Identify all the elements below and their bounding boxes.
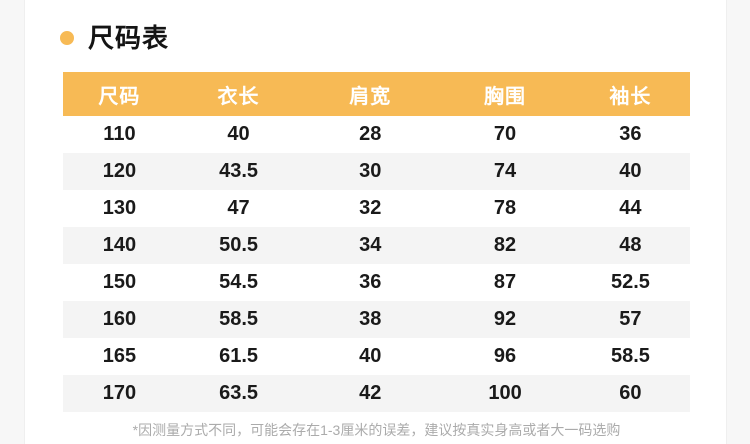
table-cell: 32 bbox=[359, 197, 382, 219]
table-cell: 60 bbox=[619, 382, 642, 404]
size-table-head: 尺码 衣长 肩宽 胸围 袖长 bbox=[63, 72, 690, 116]
table-cell: 96 bbox=[493, 345, 517, 367]
table-cell: 48 bbox=[619, 234, 642, 256]
column-header: 袖长 bbox=[570, 72, 690, 116]
table-cell: 150 bbox=[102, 271, 137, 293]
table-cell: 40 bbox=[227, 123, 250, 145]
table-row: 150 54.5 36 87 52.5 bbox=[63, 264, 690, 301]
table-cell: 78 bbox=[493, 197, 517, 219]
table-cell: 110 bbox=[103, 123, 136, 145]
column-header: 衣长 bbox=[175, 72, 302, 116]
table-cell: 87 bbox=[493, 271, 517, 293]
table-cell: 170 bbox=[102, 382, 137, 404]
table-cell: 38 bbox=[359, 308, 382, 330]
size-table-body: 110 40 28 70 36 120 43.5 30 74 40 130 47 32 78 44 140 50… bbox=[63, 116, 690, 412]
table-cell: 44 bbox=[619, 197, 642, 219]
left-gutter bbox=[0, 0, 25, 444]
content-card: 尺码表 尺码 衣长 肩宽 胸围 袖长 110 40 28 70 36 120 43.5 30 74 40 1… bbox=[25, 0, 726, 444]
table-cell: 160 bbox=[102, 308, 137, 330]
table-row: 140 50.5 34 82 48 bbox=[63, 227, 690, 264]
table-cell: 36 bbox=[359, 271, 382, 293]
table-row: 165 61.5 40 96 58.5 bbox=[63, 338, 690, 375]
table-cell: 50.5 bbox=[219, 234, 259, 256]
table-cell: 40 bbox=[619, 160, 642, 182]
table-cell: 28 bbox=[359, 123, 382, 145]
table-cell: 130 bbox=[102, 197, 137, 219]
table-row: 170 63.5 42 100 60 bbox=[63, 375, 690, 412]
table-cell: 54.5 bbox=[219, 271, 259, 293]
column-header: 肩宽 bbox=[301, 72, 440, 116]
table-row: 160 58.5 38 92 57 bbox=[63, 301, 690, 338]
size-table: 尺码 衣长 肩宽 胸围 袖长 110 40 28 70 36 120 43.5 30 74 40 130 47… bbox=[63, 72, 690, 412]
header-row: 尺码 衣长 肩宽 胸围 袖长 bbox=[63, 72, 690, 116]
table-cell: 92 bbox=[493, 308, 517, 330]
table-cell: 58.5 bbox=[610, 345, 650, 367]
table-cell: 30 bbox=[359, 160, 382, 182]
table-cell: 36 bbox=[619, 123, 642, 145]
column-header: 尺码 bbox=[63, 72, 176, 116]
table-cell: 61.5 bbox=[219, 345, 259, 367]
table-cell: 58.5 bbox=[219, 308, 259, 330]
table-cell: 42 bbox=[359, 382, 382, 404]
table-cell: 70 bbox=[493, 123, 517, 145]
table-cell: 82 bbox=[493, 234, 517, 256]
right-gutter bbox=[726, 0, 750, 444]
table-cell: 34 bbox=[359, 234, 382, 256]
page-title: 尺码表 bbox=[88, 23, 170, 53]
table-row: 120 43.5 30 74 40 bbox=[63, 153, 690, 190]
table-cell: 74 bbox=[493, 160, 517, 182]
table-cell: 43.5 bbox=[219, 160, 259, 182]
table-cell: 100 bbox=[488, 382, 522, 404]
table-cell: 57 bbox=[619, 308, 642, 330]
table-row: 110 40 28 70 36 bbox=[63, 116, 690, 153]
circle-ring-icon bbox=[60, 31, 74, 45]
table-cell: 140 bbox=[102, 234, 137, 256]
table-cell: 120 bbox=[102, 160, 137, 182]
table-cell: 40 bbox=[359, 345, 382, 367]
footnote: *因测量方式不同，可能会存在1-3厘米的误差，建议按真实身高或者大一码选购 bbox=[132, 422, 621, 438]
table-cell: 47 bbox=[227, 197, 250, 219]
table-cell: 165 bbox=[102, 345, 137, 367]
column-header: 胸围 bbox=[439, 72, 571, 116]
table-cell: 52.5 bbox=[610, 271, 650, 293]
table-row: 130 47 32 78 44 bbox=[63, 190, 690, 227]
section-header: 尺码表 bbox=[25, 0, 726, 53]
table-cell: 63.5 bbox=[219, 382, 259, 404]
